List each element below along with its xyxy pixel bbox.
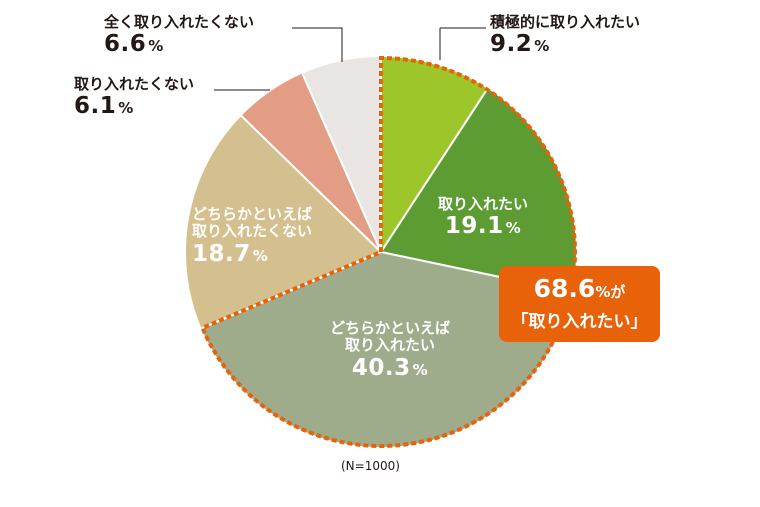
label-sekkyoku-text: 積極的に取り入れたい	[490, 13, 641, 31]
label-dochira-toriiretakunai-text2: 取り入れたくない	[192, 222, 313, 241]
sample-size-note: (N=1000)	[341, 459, 400, 473]
highlight-value: 68.6	[533, 274, 596, 303]
label-sekkyoku: 積極的に取り入れたい 9.2%	[490, 13, 641, 58]
label-dochira-toriiretai-text2: 取り入れたい	[345, 336, 436, 355]
label-mattaku: 全く取り入れたくない 6.6%	[104, 13, 255, 58]
highlight-outline	[199, 55, 577, 448]
label-toriiretai-value: 19.1%	[444, 213, 522, 240]
leader-mattaku	[292, 27, 343, 62]
label-toriiretai: 取り入れたい 19.1%	[438, 195, 529, 240]
leader-sekkyoku	[439, 27, 486, 60]
leader-lines	[214, 27, 486, 91]
pie-slices	[184, 54, 578, 449]
label-toriiretakunai-text: 取り入れたくない	[74, 75, 195, 93]
label-dochira-toriiretai: どちらかといえば 取り入れたい 40.3%	[330, 319, 451, 381]
highlight-text: 「取り入れたい」	[511, 312, 648, 332]
label-dochira-toriiretakunai: どちらかといえば 取り入れたくない 18.7%	[192, 205, 313, 267]
label-toriiretakunai: 取り入れたくない 6.1%	[74, 75, 195, 120]
label-dochira-toriiretai-text1: どちらかといえば	[330, 319, 451, 337]
label-sekkyoku-value: 9.2%	[490, 31, 550, 58]
slice-dochira-toriiretakunai	[184, 113, 383, 331]
label-mattaku-value: 6.6%	[104, 31, 164, 58]
highlight-suffix: が	[610, 283, 626, 301]
highlight-value-line: 68.6%が	[499, 274, 660, 303]
label-toriiretai-text: 取り入れたい	[438, 195, 529, 213]
highlight-callout: 68.6%が 「取り入れたい」	[499, 266, 660, 342]
highlight-pct: %	[595, 283, 611, 301]
label-toriiretakunai-value: 6.1%	[74, 93, 134, 120]
label-dochira-toriiretakunai-value: 18.7%	[192, 240, 269, 267]
label-mattaku-text: 全く取り入れたくない	[104, 13, 255, 31]
label-dochira-toriiretai-value: 40.3%	[351, 354, 429, 381]
label-dochira-toriiretakunai-text1: どちらかといえば	[192, 205, 313, 223]
